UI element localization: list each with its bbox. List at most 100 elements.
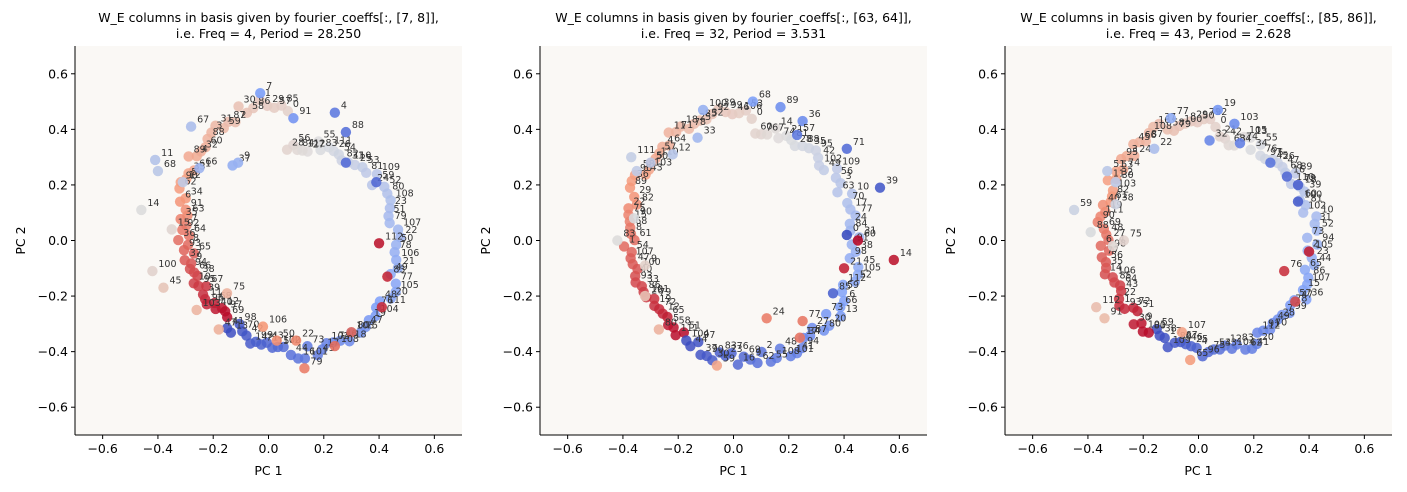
labelled-point bbox=[152, 165, 164, 177]
labelled-point-label: 100 bbox=[1304, 190, 1322, 201]
point-label: 48 bbox=[785, 337, 797, 348]
labelled-point-label: 22 bbox=[1160, 137, 1172, 148]
labelled-point-label: 5 bbox=[657, 151, 663, 162]
point-label: 37 bbox=[706, 343, 718, 354]
labelled-point-label: 37 bbox=[239, 153, 251, 164]
scatter-point bbox=[624, 182, 636, 193]
labelled-point bbox=[1149, 143, 1160, 155]
labelled-point bbox=[1265, 157, 1276, 168]
point-label: 14 bbox=[781, 116, 793, 127]
point-label: 87 bbox=[233, 110, 245, 121]
point-label: 105 bbox=[401, 280, 419, 291]
point-label: 102 bbox=[824, 154, 842, 165]
scatter-point bbox=[1162, 342, 1173, 353]
point-label: 89 bbox=[635, 176, 647, 187]
scatter-point bbox=[321, 338, 332, 349]
labelled-point-label: 101 bbox=[651, 284, 669, 295]
scatter-point bbox=[1226, 343, 1238, 354]
scatter-point bbox=[1095, 211, 1106, 222]
point-label: 44 bbox=[296, 343, 308, 354]
point-label: 32 bbox=[711, 107, 723, 118]
point-label: 32 bbox=[1121, 167, 1133, 178]
labelled-point-label: 14 bbox=[147, 198, 159, 209]
y-tick-label: 0.4 bbox=[513, 122, 533, 137]
point-label: 42 bbox=[823, 146, 835, 157]
point-label: 11 bbox=[674, 121, 686, 132]
point-label: 42 bbox=[1230, 126, 1242, 137]
labelled-point-label: 112 bbox=[1102, 295, 1120, 306]
point-label: 30 bbox=[1139, 312, 1151, 323]
panel-2: −0.6 −0.6 −0.4 −0.4 −0.2 −0.2 0.0 0.0 0.2 0.2 0.4 0… bbox=[478, 10, 927, 478]
point-label: 81 bbox=[371, 161, 383, 172]
point-label: 18 bbox=[1305, 174, 1317, 185]
labelled-point-label: 111 bbox=[637, 145, 655, 156]
point-label: 18 bbox=[354, 329, 366, 340]
labelled-point-label: 106 bbox=[269, 315, 287, 326]
labelled-point-label: 32 bbox=[1216, 128, 1228, 139]
scatter-point bbox=[178, 244, 190, 256]
labelled-point bbox=[177, 176, 189, 188]
x-axis-label: PC 1 bbox=[1184, 463, 1212, 478]
point-label: 59 bbox=[847, 280, 859, 291]
labelled-point bbox=[232, 157, 244, 168]
scatter-point bbox=[733, 107, 745, 119]
point-label: 19 bbox=[659, 294, 671, 305]
point-label: 61 bbox=[199, 158, 211, 169]
labelled-point bbox=[628, 213, 640, 224]
point-label: 88 bbox=[213, 127, 225, 138]
labelled-point-label: 103 bbox=[1240, 112, 1258, 123]
point-label: 90 bbox=[712, 344, 724, 355]
point-label: 15 bbox=[1308, 278, 1320, 289]
labelled-point-label: 47 bbox=[1301, 290, 1313, 301]
labelled-point bbox=[841, 143, 853, 155]
labelled-point-label: 91 bbox=[1111, 306, 1123, 317]
point-label: 83 bbox=[1242, 333, 1254, 344]
scatter-point bbox=[694, 115, 706, 126]
point-label: 109 bbox=[842, 157, 860, 168]
x-tick-label: −0.2 bbox=[663, 441, 693, 456]
point-label: 13 bbox=[1255, 126, 1267, 137]
point-label: 75 bbox=[366, 321, 378, 332]
labelled-point bbox=[1165, 113, 1177, 124]
point-label: 14 bbox=[255, 331, 267, 342]
scatter-point bbox=[738, 351, 749, 362]
point-label: 74 bbox=[338, 330, 350, 341]
point-label: 52 bbox=[1322, 219, 1334, 230]
point-label: 26 bbox=[651, 285, 663, 296]
labelled-point bbox=[1085, 226, 1096, 238]
scatter-point bbox=[681, 335, 692, 346]
point-label: 69 bbox=[749, 345, 761, 356]
labelled-point bbox=[257, 321, 269, 332]
scatter-point bbox=[221, 323, 233, 334]
labelled-point-label: 4 bbox=[341, 101, 347, 112]
labelled-point bbox=[194, 163, 205, 174]
scatter-point bbox=[180, 204, 191, 215]
point-label: 94 bbox=[807, 336, 819, 347]
labelled-point bbox=[147, 265, 158, 277]
point-label: 80 bbox=[1154, 321, 1166, 332]
x-axis-label: PC 1 bbox=[719, 463, 747, 478]
point-label: 70 bbox=[852, 191, 864, 202]
scatter-point bbox=[1140, 135, 1152, 147]
point-label: 21 bbox=[791, 124, 803, 135]
labelled-point bbox=[1099, 313, 1110, 324]
point-label: 80 bbox=[392, 182, 404, 193]
point-label: 21 bbox=[1225, 124, 1237, 135]
point-label: 27 bbox=[1113, 228, 1125, 239]
labelled-point bbox=[271, 335, 282, 346]
scatter-point bbox=[384, 217, 395, 229]
scatter-point bbox=[852, 269, 864, 280]
scatter-point bbox=[361, 167, 372, 179]
point-label: 8 bbox=[193, 233, 199, 244]
point-label: 100 bbox=[643, 257, 661, 268]
point-label: 86 bbox=[1313, 266, 1325, 277]
labelled-point-label: 51 bbox=[1113, 159, 1125, 170]
labelled-point bbox=[191, 304, 202, 316]
x-tick-label: −0.6 bbox=[1017, 441, 1047, 456]
point-label: 21 bbox=[403, 256, 415, 267]
point-label: 43 bbox=[1126, 279, 1138, 290]
point-label: 40 bbox=[1108, 193, 1120, 204]
labelled-point bbox=[136, 204, 147, 216]
point-label: 101 bbox=[310, 346, 328, 357]
scatter-point bbox=[323, 142, 335, 153]
